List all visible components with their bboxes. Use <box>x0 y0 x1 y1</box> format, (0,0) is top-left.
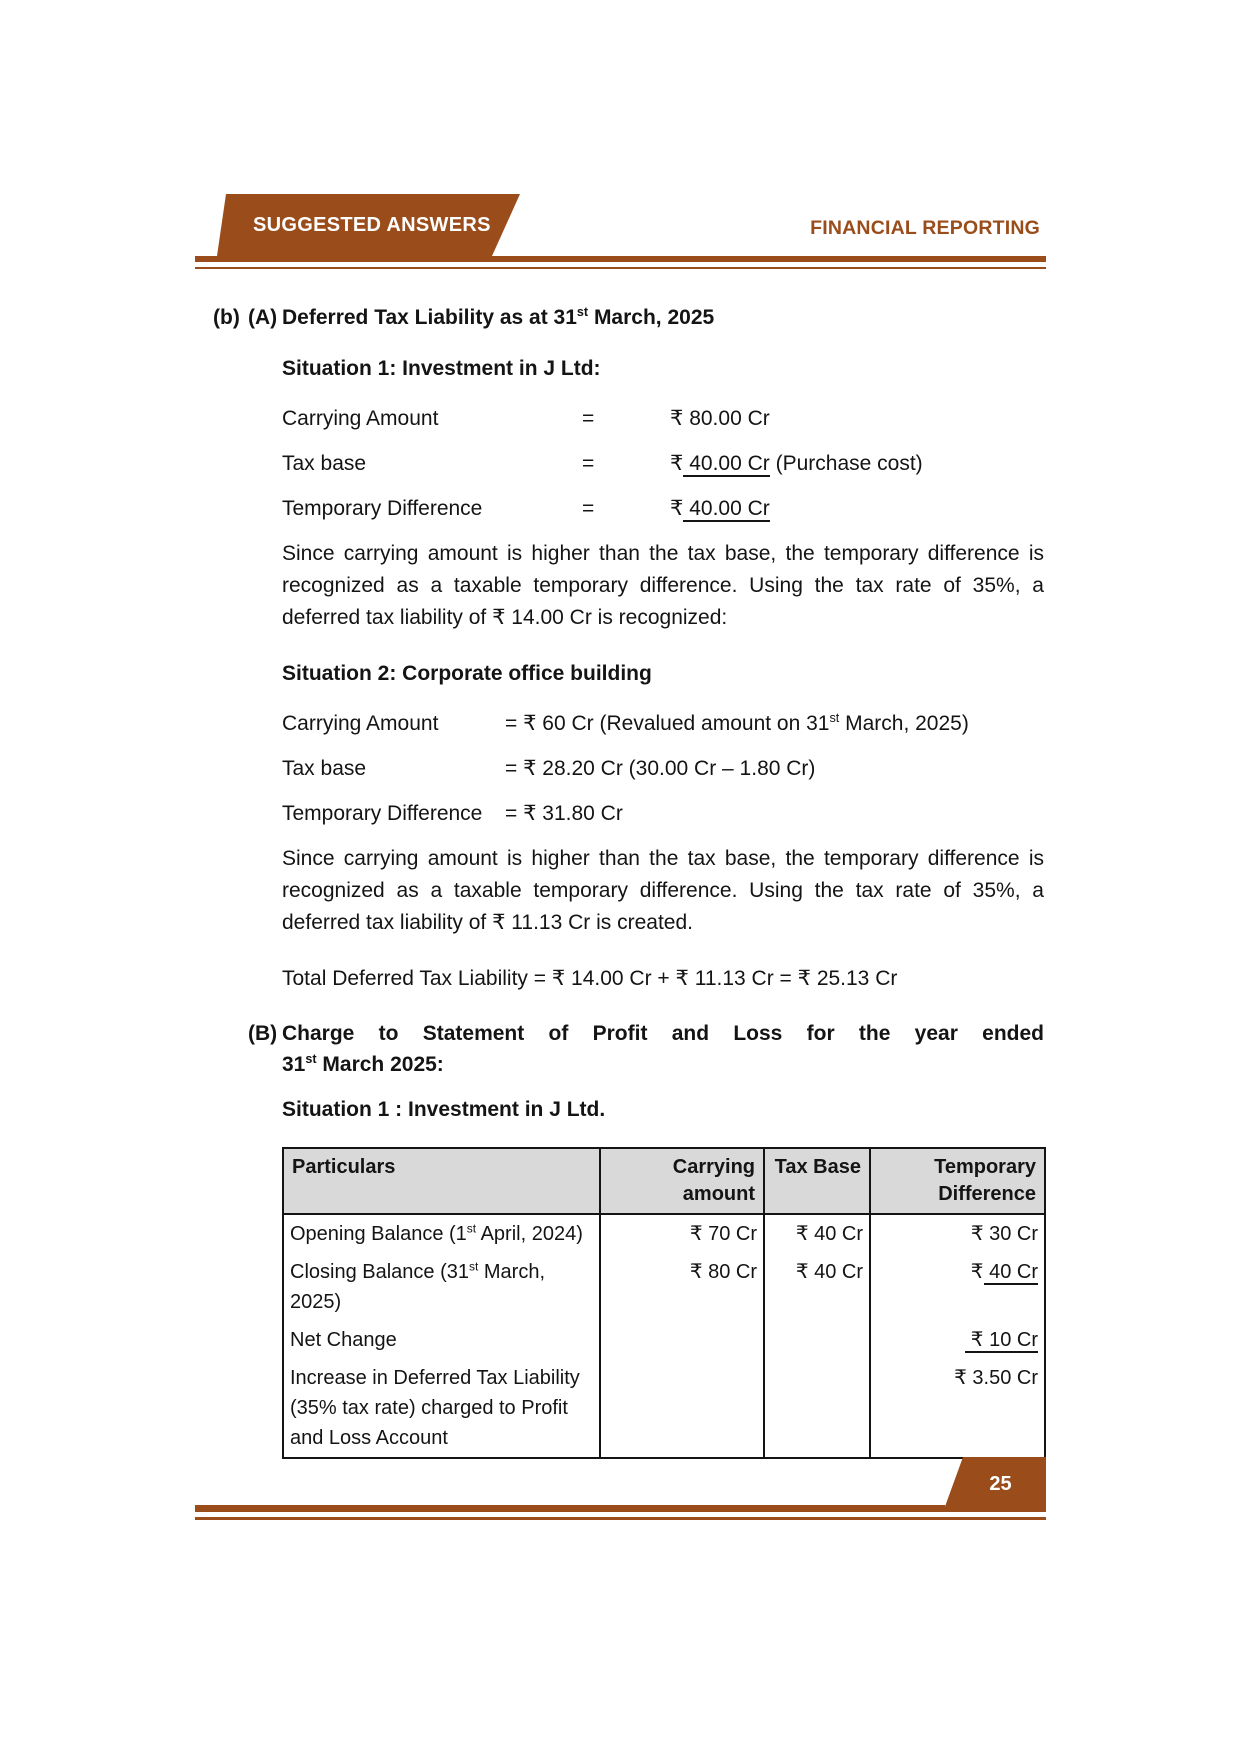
cell-particulars: Net Change <box>282 1321 601 1359</box>
equals-sign: = <box>582 452 595 475</box>
section-a-heading-row: (b) (A) Deferred Tax Liability as at 31s… <box>213 302 1044 333</box>
page-content: (b) (A) Deferred Tax Liability as at 31s… <box>213 302 1046 1459</box>
part-b-label: (b) <box>213 306 240 329</box>
section-a-label: (A) <box>248 306 278 329</box>
section-b-label: (B) <box>248 1022 278 1045</box>
banner-title: SUGGESTED ANSWERS <box>253 213 491 236</box>
section-b-heading-row: (B) Charge to Statement of Profit and Lo… <box>213 1018 1044 1080</box>
deferred-tax-table: Particulars Carrying amount Tax Base Tem… <box>282 1147 1046 1459</box>
section-b-heading: Charge to Statement of Profit and Loss f… <box>282 1018 1044 1080</box>
spacer <box>213 1018 248 1080</box>
header-rule-thin <box>195 267 1046 269</box>
row-value: = ₹ 31.80 Cr <box>505 802 623 825</box>
cell-carrying: ₹ 70 Cr <box>599 1214 765 1253</box>
table-row-closing-balance: Closing Balance (31st March, 2025) ₹ 80 … <box>282 1253 1046 1321</box>
situation2-row-tempdiff: Temporary Difference = ₹ 31.80 Cr <box>282 798 1044 829</box>
cell-temp-difference: ₹ 30 Cr <box>869 1214 1046 1253</box>
section-b-heading-line2: 31st March 2025: <box>282 1052 444 1076</box>
equals-sign: = <box>582 497 595 520</box>
cell-temp-difference: ₹ 10 Cr <box>869 1321 1046 1359</box>
col-header-carrying-amount: Carrying amount <box>599 1147 765 1215</box>
section-b-body: Situation 1 : Investment in J Ltd. <box>282 1094 1044 1125</box>
cell-tax-base: ₹ 40 Cr <box>763 1253 871 1321</box>
section-a-heading: Deferred Tax Liability as at 31st March,… <box>282 305 715 329</box>
cell-tax-base <box>763 1321 871 1359</box>
situation1-row-tempdiff: Temporary Difference = ₹ 40.00 Cr <box>282 493 1044 524</box>
cell-carrying: ₹ 80 Cr <box>599 1253 765 1321</box>
row-label: Tax base <box>282 757 367 780</box>
cell-carrying <box>599 1321 765 1359</box>
situation1-paragraph: Since carrying amount is higher than the… <box>282 542 1044 629</box>
section-a-body: Situation 1: Investment in J Ltd: Carryi… <box>282 353 1044 994</box>
page-number-badge: 25 <box>943 1457 1046 1512</box>
row-value: ₹ 40.00 Cr <box>670 497 770 522</box>
footer-rule-thin <box>195 1517 1046 1520</box>
situation1-row-carrying: Carrying Amount = ₹ 80.00 Cr <box>282 403 1044 434</box>
table-row-increase-dtl: Increase in Deferred Tax Liability (35% … <box>282 1359 1046 1458</box>
col-header-particulars: Particulars <box>282 1147 601 1215</box>
section-b-heading-line1: Charge to Statement of Profit and Loss f… <box>282 1022 1044 1045</box>
cell-tax-base: ₹ 40 Cr <box>763 1214 871 1253</box>
equals-sign: = <box>582 407 595 430</box>
cell-particulars: Closing Balance (31st March, 2025) <box>282 1253 601 1321</box>
subject-title: FINANCIAL REPORTING <box>810 217 1040 239</box>
situation2-title: Situation 2: Corporate office building <box>282 662 652 685</box>
table-header-row: Particulars Carrying amount Tax Base Tem… <box>282 1147 1046 1215</box>
row-label: Tax base <box>282 452 367 475</box>
cell-particulars: Opening Balance (1st April, 2024) <box>282 1214 601 1253</box>
suggested-answers-banner: SUGGESTED ANSWERS <box>217 194 520 256</box>
cell-tax-base <box>763 1359 871 1458</box>
row-label: Temporary Difference <box>282 497 483 520</box>
table-row-opening-balance: Opening Balance (1st April, 2024) ₹ 70 C… <box>282 1214 1046 1253</box>
row-label: Temporary Difference <box>282 802 483 825</box>
total-deferred-tax-line: Total Deferred Tax Liability = ₹ 14.00 C… <box>282 967 898 990</box>
page-number: 25 <box>989 1473 1012 1495</box>
section-b-subtitle: Situation 1 : Investment in J Ltd. <box>282 1098 606 1121</box>
col-header-temporary-difference: Temporary Difference <box>869 1147 1046 1215</box>
cell-temp-difference: ₹ 3.50 Cr <box>869 1359 1046 1458</box>
row-label: Carrying Amount <box>282 712 439 735</box>
table-row-net-change: Net Change ₹ 10 Cr <box>282 1321 1046 1359</box>
situation2-paragraph: Since carrying amount is higher than the… <box>282 847 1044 934</box>
footer-rule-thick <box>195 1505 945 1512</box>
cell-carrying <box>599 1359 765 1458</box>
situation1-row-taxbase: Tax base = ₹ 40.00 Cr (Purchase cost) <box>282 448 1044 479</box>
row-value: = ₹ 28.20 Cr (30.00 Cr – 1.80 Cr) <box>505 757 816 780</box>
row-value: ₹ 40.00 Cr (Purchase cost) <box>670 452 923 477</box>
col-header-tax-base: Tax Base <box>763 1147 871 1215</box>
cell-temp-difference: ₹ 40 Cr <box>869 1253 1046 1321</box>
row-label: Carrying Amount <box>282 407 439 430</box>
row-value: = ₹ 60 Cr (Revalued amount on 31st March… <box>505 711 969 735</box>
situation2-row-taxbase: Tax base = ₹ 28.20 Cr (30.00 Cr – 1.80 C… <box>282 753 1044 784</box>
situation2-row-carrying: Carrying Amount = ₹ 60 Cr (Revalued amou… <box>282 708 1044 739</box>
header-rule-thick <box>195 256 1046 262</box>
situation1-title: Situation 1: Investment in J Ltd: <box>282 357 601 380</box>
cell-particulars: Increase in Deferred Tax Liability (35% … <box>282 1359 601 1458</box>
row-value: ₹ 80.00 Cr <box>670 407 770 430</box>
